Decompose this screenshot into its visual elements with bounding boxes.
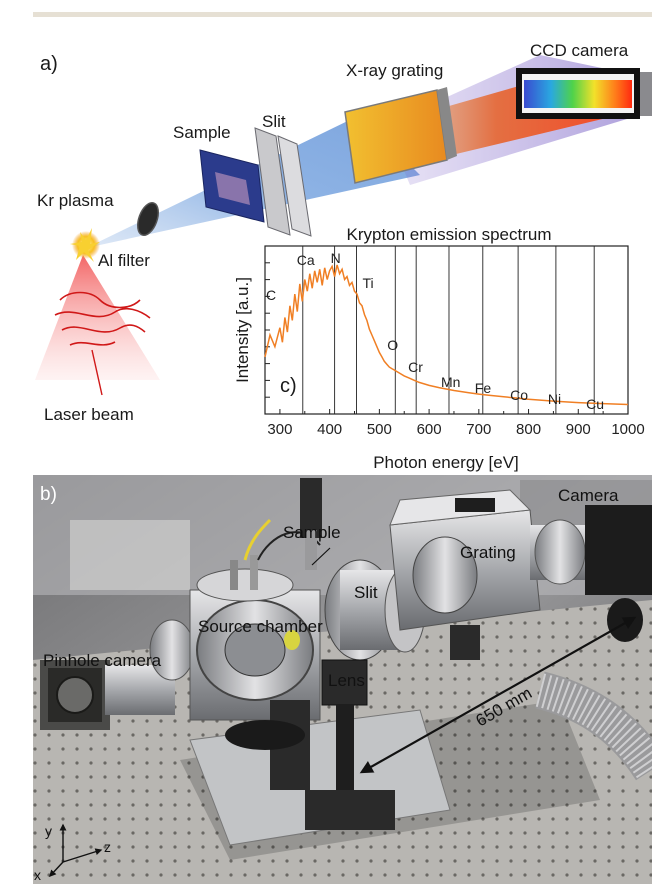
al-filter-icon <box>136 201 160 237</box>
slit-plate-2 <box>277 135 312 237</box>
grating-support <box>450 625 480 660</box>
xray-grating-label: X-ray grating <box>346 61 443 80</box>
sample-rod <box>305 530 317 570</box>
spectrum-chart: Krypton emission spectrum 300 400 500 600 70… <box>233 225 645 472</box>
slit-plate-1 <box>254 127 291 236</box>
camera-body <box>585 505 652 595</box>
laser-pulse-icon <box>54 291 151 346</box>
edge-labels: C Ca N Ti O Cr Mn Fe Co Ni Cu <box>266 250 604 412</box>
yellow-cable <box>243 518 272 561</box>
edge-label-n: N <box>331 250 341 266</box>
lens-post <box>336 705 354 795</box>
edge-label-o: O <box>387 337 398 353</box>
x-tick-label-1000: 1000 <box>611 421 644 438</box>
x-tick-label-500: 500 <box>367 421 392 438</box>
slit-label: Slit <box>262 112 286 131</box>
y-axis-label: Intensity [a.u.] <box>233 277 252 383</box>
laser-beam-label: Laser beam <box>44 405 134 424</box>
sample-pattern <box>215 172 250 205</box>
edge-label-co: Co <box>510 387 528 403</box>
source-chamber-port <box>224 623 286 677</box>
edge-label-ca: Ca <box>297 252 315 268</box>
feedthrough-1 <box>230 560 238 590</box>
translation-stage <box>305 790 395 830</box>
axis-y-label: y <box>45 823 52 839</box>
lens-label: Lens <box>328 671 365 690</box>
coordinate-axes: y z x <box>34 823 111 883</box>
ccd-body <box>640 72 652 116</box>
lab-shelf <box>70 520 190 590</box>
chart-title: Krypton emission spectrum <box>346 225 551 244</box>
grating-label: Grating <box>460 543 516 562</box>
axis-z-label: z <box>104 839 111 855</box>
camera-knob <box>607 598 643 642</box>
x-tick-label-600: 600 <box>417 421 442 438</box>
bellows-ribs <box>535 673 652 780</box>
distance-arrow <box>359 616 637 774</box>
x-tick-label-800: 800 <box>516 421 541 438</box>
edge-label-mn: Mn <box>441 374 460 390</box>
panel-c-label: c) <box>280 375 297 397</box>
pinhole-camera-lens <box>56 676 94 714</box>
grating-port <box>412 536 478 614</box>
edge-label-c: C <box>266 287 276 303</box>
pinhole-flange <box>149 619 195 681</box>
kr-plasma-label: Kr plasma <box>37 191 114 210</box>
laser-cone <box>35 255 160 380</box>
edge-label-cu: Cu <box>586 396 604 412</box>
camera-flange <box>534 519 586 585</box>
x-tick-label-300: 300 <box>267 421 292 438</box>
photo-sample-label: Sample <box>283 523 341 542</box>
sample-leader <box>311 547 331 566</box>
pinhole-camera-label: Pinhole camera <box>43 651 162 670</box>
al-filter-label: Al filter <box>98 251 150 270</box>
source-top-flange <box>196 568 294 602</box>
source-chamber-label: Source chamber <box>198 617 323 636</box>
laser-tail <box>91 349 103 396</box>
ccd-camera-label: CCD camera <box>530 41 629 60</box>
edge-label-ti: Ti <box>362 275 373 291</box>
grating-handle <box>455 498 495 512</box>
camera-label: Camera <box>558 486 619 505</box>
axis-x-label: x <box>34 867 41 883</box>
ccd-spectrum <box>524 80 632 108</box>
x-tick-label-400: 400 <box>317 421 342 438</box>
panel-b-label: b) <box>40 484 57 505</box>
panel-a-schematic: a) CCD camera X-ray grating Slit <box>35 41 652 424</box>
panel-b-photo: y z x b) Camera Sample Grating Slit Sour… <box>33 475 652 884</box>
source-window <box>284 630 300 650</box>
x-ticks: 300 400 500 600 700 800 900 1000 <box>267 409 645 438</box>
top-rule <box>33 12 652 17</box>
spectrum-line <box>264 264 629 406</box>
grating-edge <box>437 87 457 160</box>
x-axis-label: Photon energy [eV] <box>373 453 519 472</box>
x-tick-label-900: 900 <box>566 421 591 438</box>
feedthrough-2 <box>250 555 258 590</box>
sample-label: Sample <box>173 123 231 142</box>
sample-manipulator <box>300 478 322 538</box>
edge-label-fe: Fe <box>475 380 492 396</box>
y-ticks <box>265 262 270 398</box>
edge-label-cr: Cr <box>408 359 423 375</box>
edge-lines <box>302 246 595 414</box>
source-pump-port <box>225 720 305 750</box>
photo-slit-label: Slit <box>354 583 378 602</box>
panel-a-label: a) <box>40 53 58 75</box>
x-tick-label-700: 700 <box>466 421 491 438</box>
plasma-icon <box>70 228 100 262</box>
edge-label-ni: Ni <box>548 391 561 407</box>
